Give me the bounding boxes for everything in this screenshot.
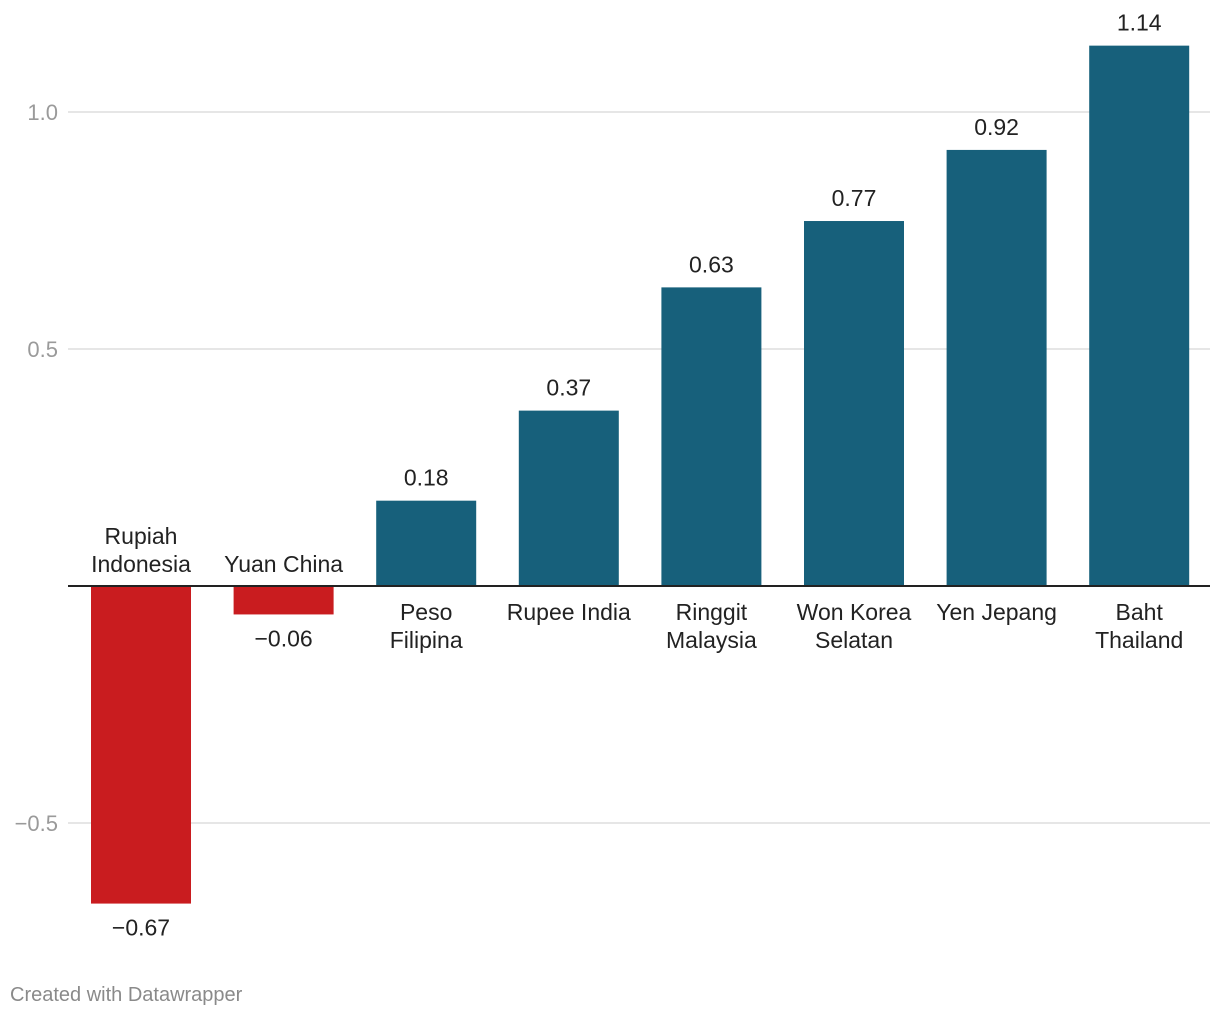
category-label: Baht Thailand <box>1095 599 1183 653</box>
bar <box>518 410 619 586</box>
data-label: 0.77 <box>832 185 877 211</box>
footer-credit: Created with Datawrapper <box>10 984 243 1006</box>
bar <box>1089 45 1190 586</box>
labels: −0.67 Rupiah Indonesia −0.06 Yuan China 0.18 P… <box>91 10 1183 941</box>
y-tick-label: 1.0 <box>27 100 58 125</box>
category-label: Yuan China <box>224 551 343 577</box>
bars <box>91 45 1190 904</box>
data-label: 1.14 <box>1117 10 1162 36</box>
data-label: 0.63 <box>689 251 734 277</box>
data-label: −0.06 <box>254 625 312 651</box>
y-tick-label: −0.5 <box>15 811 58 836</box>
data-label: 0.92 <box>974 114 1019 140</box>
gridlines: 1.0 0.5 −0.5 <box>15 100 1210 836</box>
category-label: Yen Jepang <box>936 599 1057 625</box>
bar <box>376 500 477 586</box>
category-label: Rupee India <box>507 599 631 625</box>
data-label: 0.37 <box>546 375 591 401</box>
category-label: Won Korea Selatan <box>797 599 912 653</box>
bar <box>233 586 334 615</box>
data-label: 0.18 <box>404 465 449 491</box>
y-tick-label: 0.5 <box>27 337 58 362</box>
category-label: Rupiah Indonesia <box>91 523 191 577</box>
bar <box>946 149 1047 587</box>
bar <box>91 586 191 904</box>
category-label: Peso Filipina <box>390 599 463 653</box>
category-label: Ringgit Malaysia <box>666 599 757 653</box>
bar <box>661 287 762 586</box>
bar <box>804 221 904 586</box>
data-label: −0.67 <box>112 915 170 941</box>
